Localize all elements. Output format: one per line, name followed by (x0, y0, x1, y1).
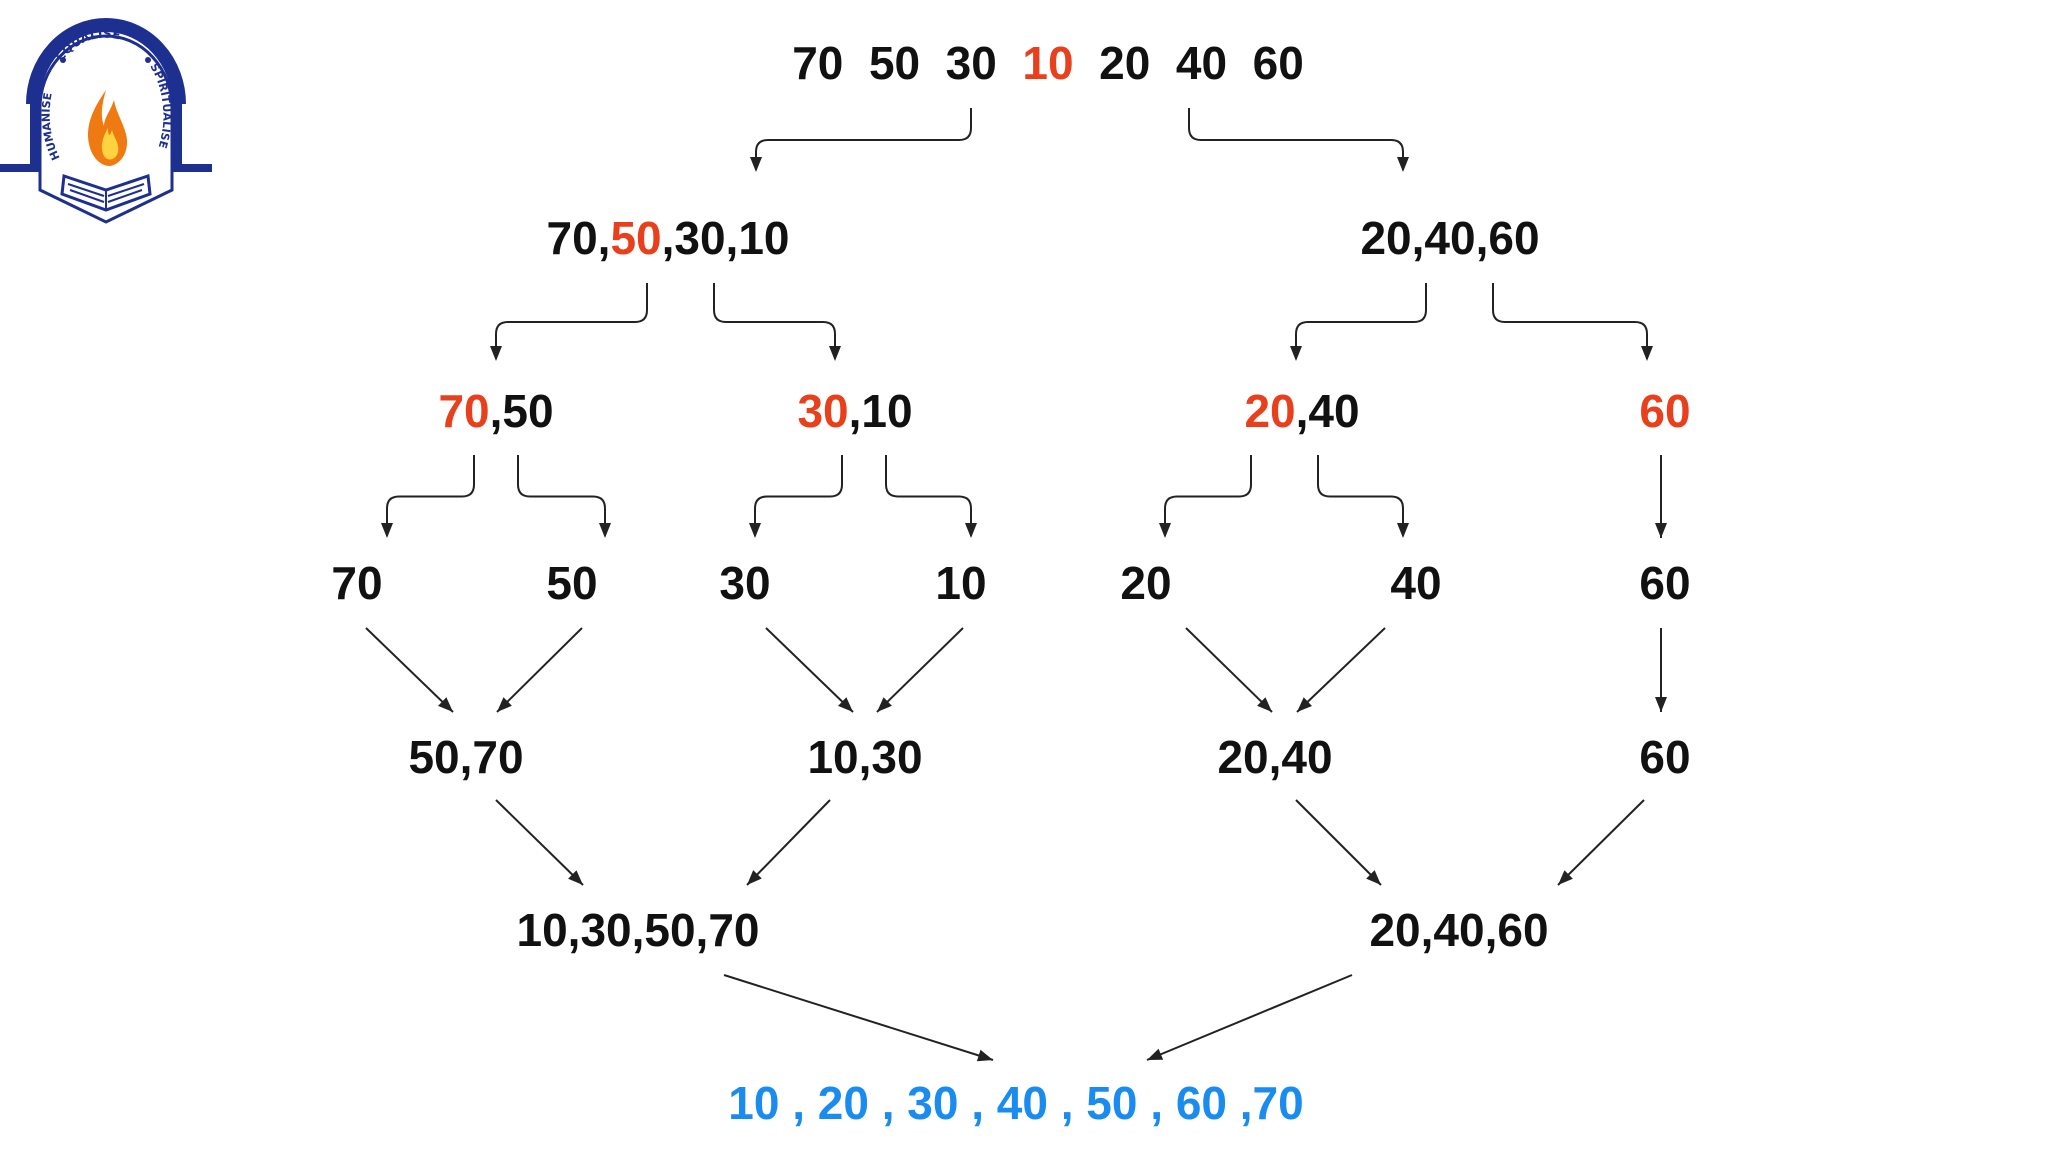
arrow-18 (1296, 627, 1386, 713)
leaf-10-part-0: 10 (935, 557, 987, 609)
arrow-24 (723, 974, 994, 1062)
elbow-arrow-7 (517, 455, 611, 538)
arrow-13 (365, 627, 454, 713)
arrow-16 (876, 627, 964, 713)
merged-50-70-part-0: 50,70 (408, 731, 524, 783)
node-70-50: 70,50 (438, 388, 553, 434)
node-split-right-part-0: 20,40,60 (1360, 212, 1540, 264)
node-root-part-6: 60 (1227, 37, 1304, 89)
node-70-50-part-0: 70 (438, 385, 490, 437)
elbow-arrow-1 (1188, 108, 1409, 172)
elbow-arrow-5 (1492, 283, 1653, 361)
merged-10-30: 10,30 (807, 734, 922, 780)
leaf-30-part-0: 30 (719, 557, 771, 609)
node-70-50-part-1: ,50 (489, 385, 554, 437)
arrow-12 (1655, 455, 1667, 538)
leaf-70-part-0: 70 (331, 557, 383, 609)
node-30-10-part-1: ,10 (848, 385, 913, 437)
node-root-part-2: 30 (920, 37, 997, 89)
leaf-70: 70 (331, 560, 382, 606)
node-split-left-part-2: ,30,10 (661, 212, 790, 264)
elbow-arrow-9 (885, 455, 977, 538)
elbow-arrow-0 (750, 108, 972, 172)
node-60-part-0: 60 (1639, 385, 1691, 437)
leaf-50-part-0: 50 (546, 557, 598, 609)
node-20-40-part-0: 20 (1244, 385, 1296, 437)
arrow-23 (1557, 799, 1645, 886)
arrow-17 (1185, 627, 1273, 713)
node-20-40-part-1: ,40 (1295, 385, 1360, 437)
leaf-10: 10 (935, 560, 986, 606)
node-root-part-5: 40 (1150, 37, 1228, 89)
node-split-left-part-1: 50 (610, 212, 662, 264)
arrow-19 (1655, 628, 1667, 712)
arrow-20 (495, 799, 584, 886)
leaf-30: 30 (719, 560, 770, 606)
node-60: 60 (1639, 388, 1690, 434)
elbow-arrow-10 (1159, 455, 1252, 538)
leaf-40: 40 (1390, 560, 1441, 606)
leaf-60-part-0: 60 (1639, 557, 1691, 609)
merged-20-40: 20,40 (1217, 734, 1332, 780)
node-20-40: 20,40 (1244, 388, 1359, 434)
merged-10-30-part-0: 10,30 (807, 731, 923, 783)
elbow-arrow-6 (381, 455, 475, 538)
node-split-left: 70,50,30,10 (546, 215, 789, 261)
arrow-21 (746, 799, 831, 886)
elbow-arrow-8 (749, 455, 843, 538)
sorted-result-part-0: 10 , 20 , 30 , 40 , 50 , 60 ,70 (728, 1077, 1304, 1129)
leaf-40-part-0: 40 (1390, 557, 1442, 609)
node-root: 70 50 30 10 20 40 60 (792, 40, 1304, 86)
arrow-25 (1146, 974, 1353, 1061)
elbow-arrow-3 (713, 283, 841, 361)
node-split-right: 20,40,60 (1360, 215, 1539, 261)
node-root-part-1: 50 (843, 37, 921, 89)
node-split-left-part-0: 70, (546, 212, 611, 264)
merged-60-part-0: 60 (1639, 731, 1691, 783)
node-30-10: 30,10 (797, 388, 912, 434)
elbow-arrow-4 (1290, 283, 1427, 361)
merged-20-40-part-0: 20,40 (1217, 731, 1333, 783)
merged-60: 60 (1639, 734, 1690, 780)
leaf-20: 20 (1120, 560, 1171, 606)
node-root-part-3: 10 (996, 37, 1074, 89)
node-root-part-0: 70 (792, 37, 844, 89)
merged-50-70: 50,70 (408, 734, 523, 780)
institution-logo: EQUALISE HUMANISE SPIRITUALISE (0, 18, 212, 224)
node-30-10-part-0: 30 (797, 385, 849, 437)
merged-left-half-part-0: 10,30,50,70 (516, 904, 760, 956)
leaf-60: 60 (1639, 560, 1690, 606)
elbow-arrow-11 (1317, 455, 1409, 538)
logo-arch (0, 22, 212, 173)
merged-right-half-part-0: 20,40,60 (1369, 904, 1549, 956)
arrow-15 (765, 627, 854, 713)
node-root-part-4: 20 (1073, 37, 1151, 89)
arrow-22 (1295, 799, 1382, 886)
merged-right-half: 20,40,60 (1369, 907, 1548, 953)
elbow-arrow-2 (490, 283, 648, 361)
arrow-14 (496, 627, 583, 713)
leaf-20-part-0: 20 (1120, 557, 1172, 609)
leaf-50: 50 (546, 560, 597, 606)
sorted-result: 10 , 20 , 30 , 40 , 50 , 60 ,70 (728, 1080, 1303, 1126)
merged-left-half: 10,30,50,70 (516, 907, 759, 953)
